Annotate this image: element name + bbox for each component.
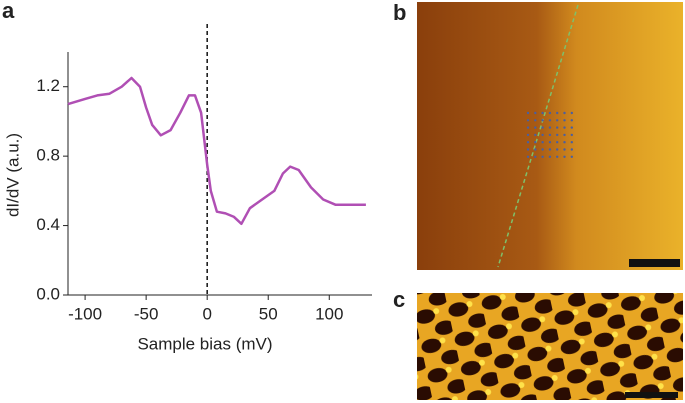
x-tick-label: 0 (202, 304, 211, 323)
grid-dot (548, 111, 552, 115)
grid-dot (548, 141, 552, 144)
grid-dot (541, 111, 544, 115)
x-tick-label: 50 (259, 304, 278, 323)
grid-dot (556, 141, 559, 144)
scale-bar (625, 392, 678, 398)
y-axis-label: dI/dV (a.u.) (3, 133, 22, 217)
grid-dot (563, 119, 566, 122)
grid-dot (526, 155, 530, 158)
grid-dot (534, 155, 537, 158)
grid-dot (541, 155, 544, 158)
grid-dot (541, 133, 544, 137)
grid-dot (556, 148, 559, 151)
grid-dot (534, 119, 537, 122)
step-edge-line (497, 4, 579, 268)
dot-grid (526, 111, 573, 158)
grid-dot (548, 148, 552, 151)
grid-dot (556, 155, 559, 158)
grid-dot (534, 126, 537, 129)
grid-dot (534, 111, 537, 115)
grid-dot (556, 119, 559, 122)
grid-dot (556, 126, 559, 129)
grid-dot (541, 126, 544, 129)
grid-dot (526, 148, 530, 151)
grid-dot (563, 141, 566, 144)
grid-dot (541, 119, 544, 122)
y-tick-label: 1.2 (36, 76, 60, 95)
grid-dot (570, 119, 573, 122)
x-axis-label: Sample bias (mV) (137, 334, 272, 353)
grid-dot (541, 141, 544, 144)
grid-dot (534, 141, 537, 144)
grid-dot (548, 133, 552, 137)
grid-dot (526, 141, 530, 144)
grid-dot (563, 126, 566, 129)
grid-dot (570, 141, 573, 144)
spectrum-line (67, 76, 366, 226)
y-tick-label: 0.4 (36, 215, 60, 234)
grid-dot (526, 126, 530, 129)
grid-dot (548, 126, 552, 129)
grid-dot (563, 111, 566, 115)
panel-label: c (393, 287, 405, 312)
grid-dot (570, 126, 573, 129)
grid-dot (556, 111, 559, 115)
grid-dot (541, 148, 544, 151)
grid-dot (570, 148, 573, 151)
x-tick-label: -50 (134, 304, 159, 323)
scale-bar (629, 259, 680, 267)
y-tick-label: 0.0 (36, 284, 60, 303)
grid-dot (563, 148, 566, 151)
grid-dot (526, 111, 530, 115)
x-tick-label: -100 (68, 304, 102, 323)
panel-label: b (393, 0, 406, 25)
y-tick-label: 0.8 (36, 146, 60, 165)
lattice-image (417, 293, 683, 400)
x-tick-label: 100 (315, 304, 343, 323)
grid-dot (534, 133, 537, 137)
grid-dot (570, 155, 573, 158)
panel-label: a (2, 0, 15, 23)
grid-dot (570, 133, 573, 137)
grid-dot (526, 133, 530, 137)
grid-dot (570, 111, 573, 115)
grid-dot (526, 119, 530, 122)
grid-dot (556, 133, 559, 137)
grid-dot (563, 155, 566, 158)
grid-dot (534, 148, 537, 151)
grid-dot (548, 155, 552, 158)
grid-dot (563, 133, 566, 137)
grid-dot (548, 119, 552, 122)
